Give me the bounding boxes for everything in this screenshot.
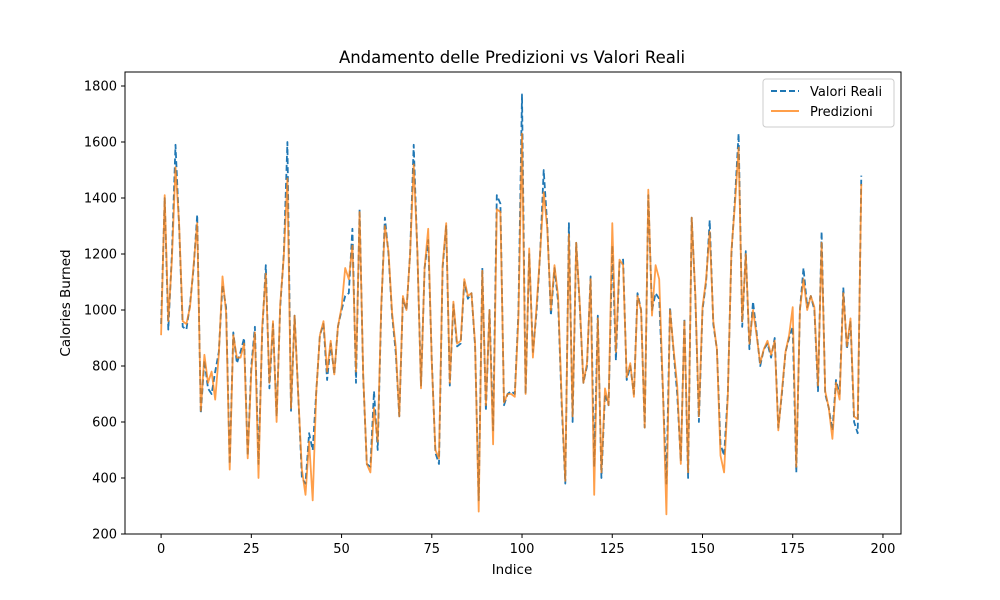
x-axis-title: Indice [492,562,533,578]
legend-label-valori-reali: Valori Reali [810,85,882,100]
x-tick-label: 150 [690,542,715,557]
y-axis: 200 400 600 800 1000 1200 1400 1600 1800 [84,80,125,543]
y-tick-label: 400 [92,472,117,487]
y-axis-title: Calories Burned [58,249,74,356]
y-tick-label: 800 [92,360,117,375]
y-tick-label: 200 [92,528,117,543]
y-tick-label: 1200 [84,248,117,263]
y-tick-label: 600 [92,416,117,431]
x-tick-label: 75 [424,542,441,557]
y-tick-label: 1000 [84,304,117,319]
plot-frame [124,71,902,535]
x-tick-label: 25 [243,542,260,557]
x-tick-label: 100 [510,542,535,557]
x-tick-label: 200 [871,542,896,557]
legend-label-predizioni: Predizioni [810,105,873,120]
y-tick-label: 1600 [84,136,117,151]
series-layer [160,93,863,516]
x-tick-label: 175 [780,542,805,557]
x-axis: 0 25 50 75 100 125 150 175 200 [157,534,895,557]
x-tick-label: 50 [333,542,350,557]
plot-area [124,71,902,535]
chart-title: Andamento delle Predizioni vs Valori Rea… [339,48,685,67]
legend-box [762,78,895,128]
y-tick-label: 1800 [84,80,117,95]
series-line-predizioni [160,132,863,516]
y-tick-label: 1400 [84,192,117,207]
legend: Valori Reali Predizioni [762,78,895,128]
x-tick-label: 125 [600,542,625,557]
x-tick-label: 0 [157,542,165,557]
